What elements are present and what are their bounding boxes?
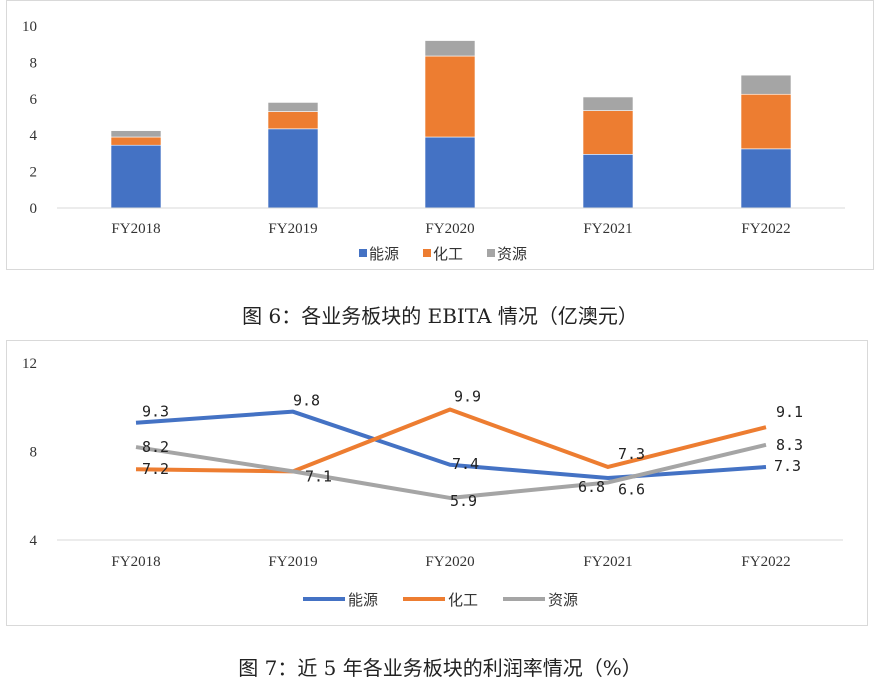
- legend-label: 化工: [448, 592, 478, 609]
- x-tick-label: FY2020: [425, 554, 474, 570]
- legend-label: 资源: [497, 246, 527, 263]
- bar-chart-panel: 0 2 4 6 8 10 FY2018 FY2019 FY2020 FY2021 FY2022 能源 化…: [6, 0, 874, 270]
- bar-segment: [740, 148, 792, 209]
- x-tick-label: FY2018: [111, 221, 160, 237]
- y-tick-label: 10: [22, 19, 37, 35]
- y-tick-label: 4: [30, 533, 38, 549]
- bar-segment: [582, 110, 634, 155]
- data-label: 9.8: [293, 392, 320, 410]
- x-tick-label: FY2018: [111, 554, 160, 570]
- data-label: 8.2: [142, 438, 169, 456]
- legend-label: 资源: [548, 592, 578, 609]
- data-label: 5.9: [450, 492, 477, 510]
- bar-segment: [424, 55, 476, 138]
- data-label: 6.8: [578, 478, 605, 496]
- data-label: 6.6: [618, 480, 645, 498]
- data-label: 7.3: [774, 457, 801, 475]
- x-tick-label: FY2019: [268, 554, 317, 570]
- data-label: 7.3: [618, 445, 645, 463]
- data-label: 7.1: [305, 467, 332, 485]
- y-tick-label: 0: [30, 201, 38, 217]
- data-label: 8.3: [776, 436, 803, 454]
- bar-segment: [110, 144, 162, 209]
- x-tick-label: FY2021: [583, 554, 632, 570]
- bar-chart: 0 2 4 6 8 10 FY2018 FY2019 FY2020 FY2021 FY2022 能源 化…: [22, 19, 845, 263]
- data-label: 9.9: [454, 387, 481, 405]
- legend-swatch: [487, 249, 495, 257]
- y-tick-label: 2: [30, 165, 38, 181]
- data-label: 7.4: [452, 455, 479, 473]
- bar-segment: [582, 154, 634, 209]
- data-label: 9.1: [776, 403, 803, 421]
- bar-segment: [740, 74, 792, 95]
- y-tick-label: 8: [30, 55, 38, 71]
- y-tick-label: 12: [22, 356, 37, 372]
- x-tick-label: FY2020: [425, 221, 474, 237]
- legend-label: 化工: [433, 246, 463, 263]
- bar-segment: [110, 130, 162, 138]
- series-line: [135, 442, 767, 500]
- x-tick-label: FY2022: [741, 221, 790, 237]
- series-line: [135, 407, 767, 474]
- legend-swatch: [359, 249, 367, 257]
- bar-segment: [582, 96, 634, 111]
- x-tick-label: FY2019: [268, 221, 317, 237]
- bar-segment: [267, 128, 319, 209]
- bar-segment: [740, 93, 792, 150]
- legend-label: 能源: [348, 592, 378, 609]
- bar-chart-caption: 图 6：各业务板块的 EBITA 情况（亿澳元）: [242, 304, 638, 328]
- legend-label: 能源: [369, 246, 399, 263]
- bar-segment: [424, 136, 476, 209]
- legend-swatch: [423, 249, 431, 257]
- bar-segment: [424, 40, 476, 57]
- x-tick-label: FY2021: [583, 221, 632, 237]
- bar-segment: [267, 102, 319, 112]
- y-tick-label: 4: [30, 128, 38, 144]
- line-chart: 4 8 12 FY2018 FY2019 FY2020 FY2021 FY2022 9.3 9.8…: [22, 356, 843, 609]
- data-label: 7.2: [142, 460, 169, 478]
- x-tick-label: FY2022: [741, 554, 790, 570]
- line-chart-caption: 图 7：近 5 年各业务板块的利润率情况（%）: [238, 656, 642, 680]
- line-chart-panel: 4 8 12 FY2018 FY2019 FY2020 FY2021 FY2022 9.3 9.8…: [6, 340, 868, 626]
- data-label: 9.3: [142, 403, 169, 421]
- y-tick-label: 8: [30, 445, 38, 461]
- y-tick-label: 6: [30, 92, 38, 108]
- bar-segment: [110, 136, 162, 146]
- series-line: [135, 409, 767, 481]
- bar-segment: [267, 111, 319, 130]
